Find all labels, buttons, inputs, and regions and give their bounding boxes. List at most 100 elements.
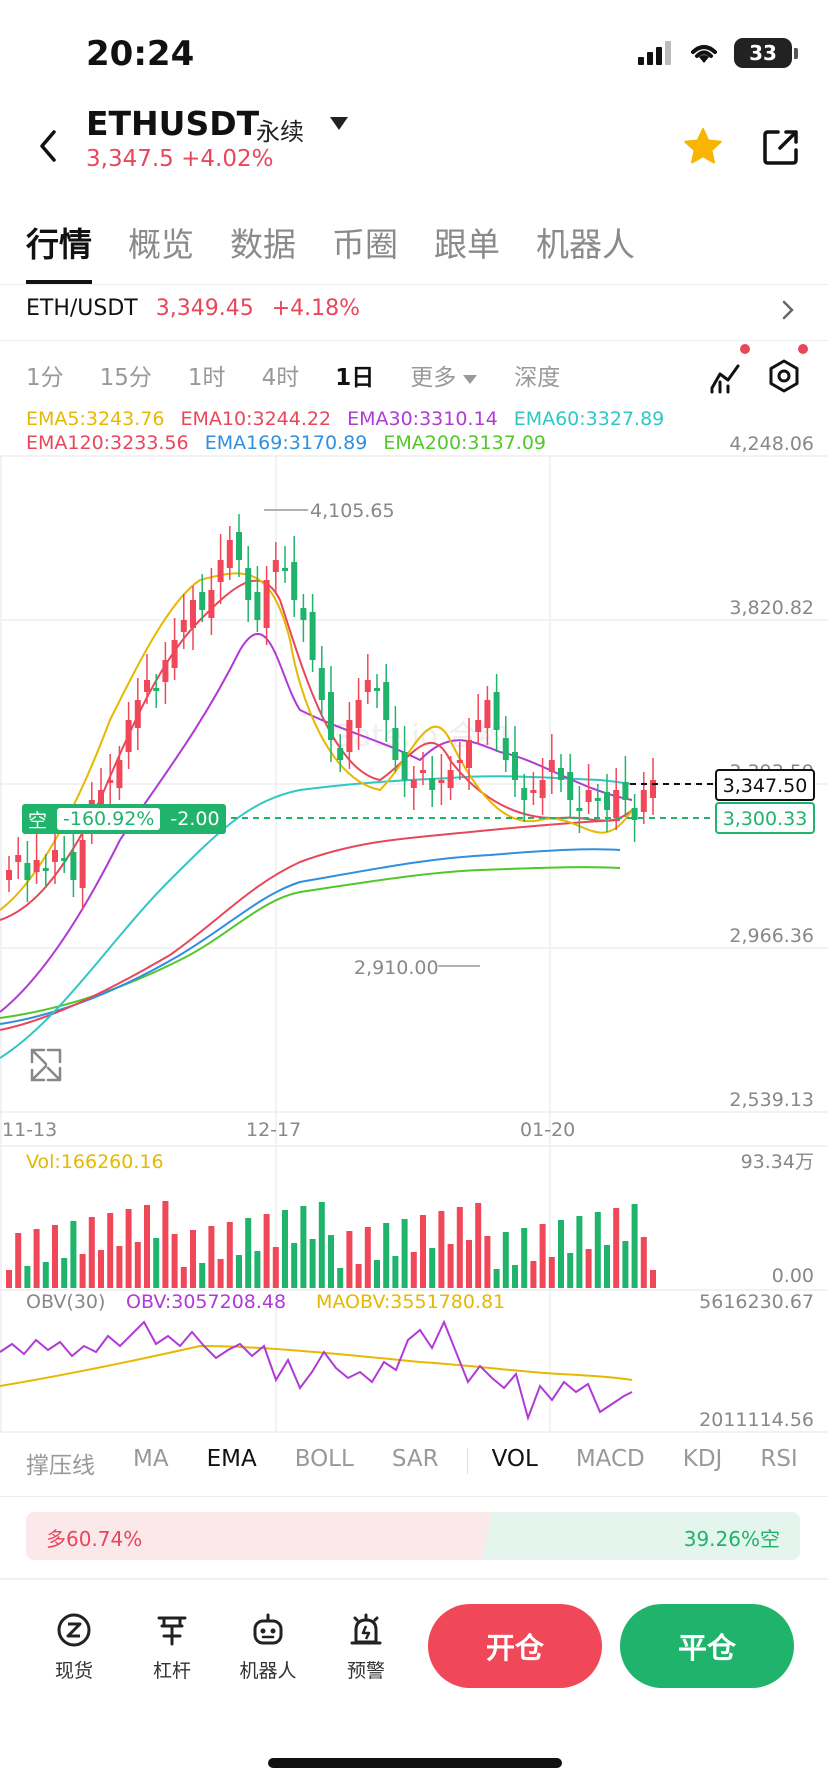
candle	[576, 808, 583, 811]
tab-copy-trading[interactable]: 跟单	[434, 225, 500, 264]
indicator-macd[interactable]: MACD	[575, 1446, 645, 1472]
interval-depth[interactable]: 深度	[514, 365, 561, 391]
candle	[15, 855, 22, 862]
short-ratio-text: 39.26%空	[683, 1527, 780, 1551]
nav-robot[interactable]: 机器人	[230, 1612, 306, 1683]
chevron-right-icon[interactable]	[778, 298, 798, 322]
price-axis-1: 4,248.06	[729, 433, 814, 455]
candle	[318, 668, 325, 700]
fullscreen-icon[interactable]	[30, 1048, 62, 1082]
candle	[539, 780, 546, 798]
long-ratio-text: 多60.74%	[46, 1527, 143, 1551]
alert-icon	[350, 1613, 382, 1645]
battery-tip	[794, 47, 798, 59]
spot-pair-row[interactable]: ETH/USDT 3,349.45 +4.18%	[26, 296, 360, 321]
indicator-ma[interactable]: MA	[133, 1446, 169, 1472]
volume-bar	[291, 1243, 298, 1288]
candle	[401, 752, 408, 780]
back-icon[interactable]	[30, 126, 70, 166]
tab-market[interactable]: 行情	[26, 218, 92, 284]
volume-bar	[401, 1219, 408, 1288]
volume-bar	[438, 1211, 445, 1288]
nav-leverage[interactable]: 杠杆	[134, 1612, 210, 1683]
robot-icon	[253, 1613, 283, 1645]
interval-1m[interactable]: 1分	[26, 365, 64, 391]
candle	[502, 738, 509, 760]
interval-15m[interactable]: 15分	[99, 365, 152, 391]
open-position-button[interactable]: 开仓	[428, 1604, 602, 1688]
volume-max: 93.34万	[741, 1151, 814, 1173]
pair-divider	[0, 340, 828, 341]
candle	[530, 790, 537, 793]
nav-alert[interactable]: 预警	[328, 1612, 404, 1683]
symbol-title[interactable]: ETHUSDT	[86, 104, 260, 143]
nav-spot-label: 现货	[54, 1660, 93, 1682]
indicator-rsi[interactable]: RSI	[760, 1446, 798, 1472]
share-icon[interactable]	[760, 126, 802, 168]
indicator-ema[interactable]: EMA	[206, 1446, 257, 1472]
volume-bar	[383, 1223, 390, 1288]
candle	[107, 780, 114, 783]
indicator-kdj[interactable]: KDJ	[682, 1446, 723, 1472]
candle	[585, 790, 592, 802]
chart-settings[interactable]	[766, 344, 808, 394]
candle	[282, 568, 288, 571]
interval-more[interactable]: 更多	[410, 358, 478, 392]
volume-bar	[42, 1262, 49, 1288]
candle	[374, 688, 380, 691]
nav-spot[interactable]: 现货	[36, 1612, 112, 1683]
tab-community[interactable]: 币圈	[332, 225, 398, 264]
symbol-dropdown-icon[interactable]	[330, 117, 348, 130]
indicator-sar[interactable]: SAR	[391, 1446, 439, 1472]
volume-bar	[640, 1237, 647, 1288]
tab-data[interactable]: 数据	[230, 225, 296, 264]
candle	[79, 840, 86, 888]
ema120-line	[0, 819, 621, 1031]
volume-bar	[6, 1270, 12, 1288]
candle	[70, 852, 77, 880]
volume-bar	[254, 1251, 261, 1288]
leverage-icon	[157, 1616, 187, 1646]
ema120-label: EMA120:3233.56	[26, 432, 189, 454]
obv-min: 2011114.56	[699, 1409, 814, 1431]
position-tag[interactable]: 空 -160.92% -2.00	[22, 804, 226, 834]
candle	[245, 568, 252, 600]
indicator-support[interactable]: 撑压线	[26, 1453, 95, 1479]
indicator-separator	[466, 1448, 468, 1474]
star-icon[interactable]	[682, 126, 724, 168]
kline-chart[interactable]: 4,248.06 3,820.82 3,393.59 2,966.36 2,53…	[0, 400, 828, 1440]
candle	[631, 808, 638, 820]
candle	[364, 680, 371, 692]
indicator-vol[interactable]: VOL	[491, 1446, 538, 1472]
volume-bar	[125, 1209, 132, 1288]
header-price-change: 3,347.5 +4.02%	[86, 146, 274, 172]
candle	[328, 692, 334, 740]
tab-robot[interactable]: 机器人	[536, 225, 635, 264]
volume-bar	[180, 1267, 187, 1288]
close-position-button[interactable]: 平仓	[620, 1604, 794, 1688]
notification-dot	[740, 344, 750, 354]
candle	[309, 612, 316, 660]
interval-1d[interactable]: 1日	[335, 365, 375, 391]
indicator-boll[interactable]: BOLL	[294, 1446, 354, 1472]
pair-name: ETH/USDT	[26, 296, 138, 321]
position-pnl: -160.92%	[57, 808, 161, 830]
candle	[558, 768, 564, 780]
interval-4h[interactable]: 4时	[261, 365, 300, 391]
candle	[254, 592, 261, 620]
candle	[640, 790, 647, 812]
volume-bar	[98, 1250, 104, 1288]
indicator-tool[interactable]	[708, 344, 750, 394]
candle	[208, 590, 215, 618]
notification-dot	[798, 344, 808, 354]
candle	[604, 792, 610, 810]
interval-1h[interactable]: 1时	[187, 365, 226, 391]
nav-robot-label: 机器人	[239, 1660, 297, 1682]
bottom-divider	[0, 1578, 828, 1580]
contract-type[interactable]: 永续	[256, 118, 304, 146]
ema60-line	[0, 775, 633, 1059]
tab-overview[interactable]: 概览	[128, 225, 194, 264]
volume-bar	[631, 1204, 638, 1288]
volume-bar	[107, 1213, 114, 1288]
candle	[162, 660, 169, 682]
